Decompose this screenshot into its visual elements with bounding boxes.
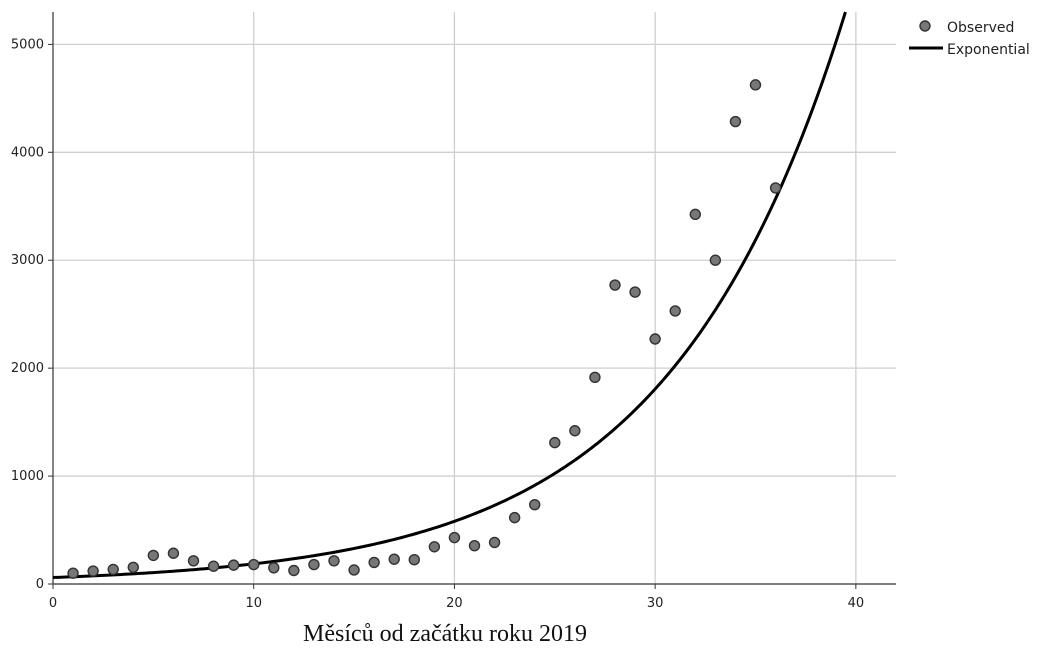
observed-point [288,564,300,577]
observed-point [609,279,621,291]
y-tick-label: 5000 [11,37,44,52]
grid [53,12,896,584]
observed-point [448,531,461,544]
observed-point [749,79,762,91]
observed-point [147,549,160,562]
observed-point [729,115,742,128]
observed-point [709,254,722,266]
observed-point [87,565,99,577]
y-tick-label: 0 [36,577,44,592]
legend: Observed Exponential [909,20,1030,58]
axes [52,12,896,585]
observed-point [107,563,119,576]
observed-point [248,558,260,571]
y-tick-label: 3000 [11,253,44,268]
observed-point [127,561,139,573]
y-axis-ticks: 0 1000 2000 3000 4000 5000 [11,37,53,592]
observed-point [468,539,481,552]
observed-point [308,558,320,571]
observed-point [408,554,420,566]
x-tick-label: 10 [245,596,262,611]
observed-point [649,333,661,345]
x-tick-label: 30 [647,596,664,611]
x-tick-label: 0 [49,596,57,611]
observed-point [227,559,240,571]
y-tick-label: 1000 [11,469,44,484]
observed-point [669,305,681,317]
observed-point [589,371,601,384]
observed-point [629,286,641,298]
observed-point [569,425,581,437]
y-tick-label: 4000 [11,145,44,160]
observed-point [769,182,782,194]
x-tick-label: 20 [446,596,463,611]
legend-label-observed: Observed [947,20,1014,36]
observed-point [328,555,340,567]
exponential-fit-path [52,11,847,580]
observed-point [388,553,400,565]
observed-point [428,541,441,553]
observed-point [348,564,360,576]
observed-point [488,536,501,549]
x-tick-label: 40 [848,596,865,611]
observed-point [167,547,180,559]
exponential-fit-line [52,11,847,580]
observed-point [67,567,79,579]
observed-point [549,436,561,449]
observed-point [368,556,380,569]
observed-points [67,79,782,579]
legend-marker-observed [919,20,931,32]
x-axis-ticks: 0 10 20 30 40 [49,584,864,611]
y-tick-label: 2000 [11,361,44,376]
observed-point [529,498,541,511]
observed-point [207,560,220,572]
x-axis-label: Měsíců od začátku roku 2019 [303,621,587,647]
legend-label-exponential: Exponential [947,42,1030,58]
observed-point [689,208,701,221]
observed-point [187,555,200,567]
observed-point [268,562,280,574]
observed-point [508,511,521,524]
